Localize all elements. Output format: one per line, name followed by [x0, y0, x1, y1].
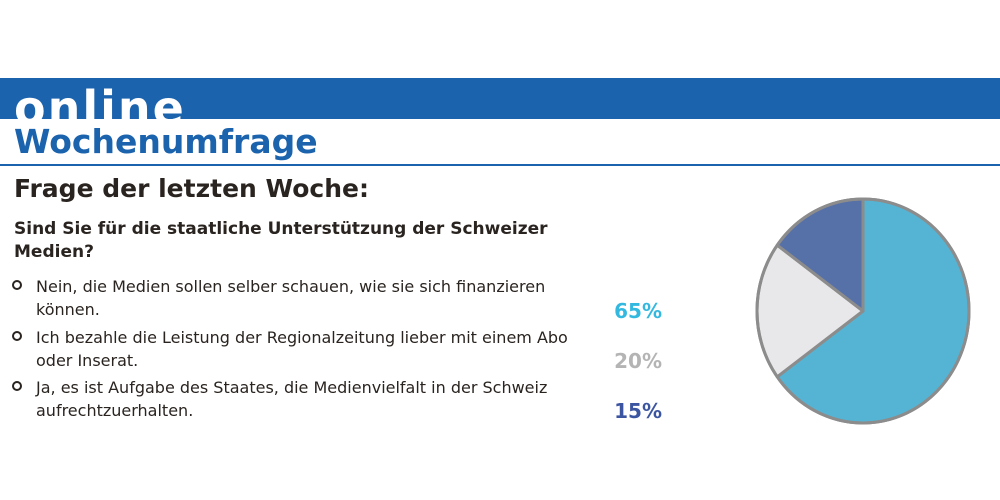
poll-option-label: Nein, die Medien sollen selber schauen, …: [36, 277, 546, 319]
header-divider: [0, 164, 1000, 166]
percent-label-option-2: 20%: [614, 349, 662, 373]
online-banner: online: [0, 78, 1000, 119]
pie-outline: [755, 197, 971, 425]
radio-circle-icon[interactable]: [12, 381, 22, 391]
poll-option-3[interactable]: Ja, es ist Aufgabe des Staates, die Medi…: [12, 376, 572, 422]
page-subtitle: Wochenumfrage: [14, 122, 318, 161]
poll-option-1[interactable]: Nein, die Medien sollen selber schauen, …: [12, 275, 572, 321]
results-pie-chart: [755, 197, 971, 425]
poll-question: Sind Sie für die staatliche Unterstützun…: [14, 219, 548, 262]
poll-option-label: Ja, es ist Aufgabe des Staates, die Medi…: [36, 378, 548, 420]
section-heading: Frage der letzten Woche:: [14, 174, 369, 203]
radio-circle-icon[interactable]: [12, 331, 22, 341]
poll-option-2[interactable]: Ich bezahle die Leistung der Regionalzei…: [12, 326, 572, 372]
radio-circle-icon[interactable]: [12, 280, 22, 290]
poll-option-label: Ich bezahle die Leistung der Regionalzei…: [36, 328, 568, 370]
percent-label-option-3: 15%: [614, 399, 662, 423]
banner-title: online: [14, 81, 186, 119]
percent-label-option-1: 65%: [614, 299, 662, 323]
